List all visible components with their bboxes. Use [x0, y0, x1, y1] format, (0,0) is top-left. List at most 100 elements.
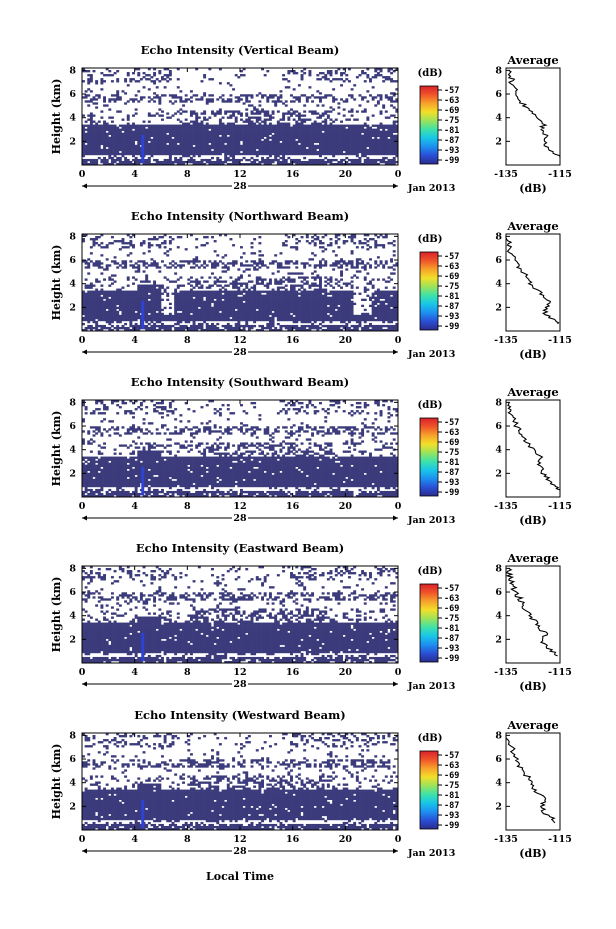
echo-cell [226, 322, 230, 326]
echo-cell [121, 90, 125, 93]
echo-cell [179, 302, 183, 306]
echo-cell [340, 132, 343, 135]
echo-cell [82, 300, 85, 304]
echo-cell [110, 314, 114, 318]
echo-cell [147, 286, 151, 289]
echo-cell [240, 124, 243, 127]
echo-cell [195, 306, 199, 310]
echo-cell [205, 158, 209, 162]
echo-cell [153, 100, 157, 103]
echo-cell [297, 158, 301, 162]
echo-cell [139, 244, 143, 247]
echo-cell [379, 126, 383, 129]
echo-cell [161, 128, 164, 131]
echo-cell [105, 140, 109, 144]
echo-cell [197, 290, 201, 293]
echo-cell [139, 132, 143, 135]
echo-cell [297, 296, 301, 299]
echo-cell [326, 136, 330, 140]
echo-cell [292, 132, 296, 135]
echo-cell [155, 290, 159, 293]
echo-cell [137, 150, 141, 154]
echo-cell [250, 94, 254, 97]
echo-cell [108, 302, 112, 306]
echo-cell [276, 318, 280, 322]
echo-cell [182, 308, 185, 312]
echo-cell [108, 292, 112, 295]
echo-cell [139, 284, 143, 287]
echo-cell [100, 266, 104, 269]
echo-cell [87, 258, 91, 261]
echo-cell [226, 298, 230, 301]
echo-cell [245, 98, 249, 101]
echo-cell [297, 276, 301, 279]
echo-cell [218, 140, 222, 144]
echo-cell [153, 328, 157, 332]
echo-cell [174, 142, 178, 146]
echo-cell [126, 130, 130, 133]
echo-cell [292, 278, 296, 281]
echo-cell [329, 106, 333, 109]
echo-cell [311, 296, 315, 299]
echo-cell [92, 146, 96, 150]
echo-cell [153, 150, 157, 154]
echo-cell [250, 242, 254, 245]
echo-cell [221, 304, 225, 308]
echo-cell [153, 312, 157, 316]
echo-cell [308, 286, 312, 289]
echo-cell [300, 162, 304, 166]
echo-cell [211, 94, 214, 97]
echo-cell [253, 146, 257, 150]
echo-cell [292, 124, 296, 127]
echo-cell [182, 122, 185, 125]
echo-cell [332, 100, 336, 103]
echo-cell [234, 100, 238, 103]
echo-cell [240, 264, 243, 267]
echo-cell [311, 252, 315, 255]
echo-cell [126, 312, 130, 316]
echo-cell [195, 136, 199, 140]
echo-cell [174, 132, 178, 135]
echo-cell [284, 162, 288, 166]
echo-cell [110, 294, 114, 297]
echo-cell [369, 132, 372, 135]
echo-cell [245, 148, 249, 152]
echo-cell [332, 98, 336, 101]
echo-cell [216, 302, 220, 306]
echo-cell [297, 134, 301, 138]
echo-cell [116, 326, 120, 330]
echo-cell [276, 158, 280, 162]
echo-cell [379, 136, 383, 140]
echo-cell [89, 100, 93, 103]
echo-cell [187, 150, 191, 154]
echo-cell [187, 130, 191, 133]
echo-cell [313, 276, 317, 279]
echo-cell [295, 308, 299, 312]
echo-cell [334, 152, 338, 156]
echo-cell [268, 128, 272, 131]
echo-cell [300, 306, 304, 310]
echo-cell [116, 300, 120, 304]
echo-cell [376, 130, 380, 133]
echo-cell [290, 160, 293, 164]
echo-cell [108, 140, 112, 144]
echo-cell [187, 320, 191, 324]
echo-cell [290, 146, 293, 150]
echo-cell [247, 128, 251, 131]
echo-cell [261, 296, 264, 299]
echo-cell [292, 320, 296, 324]
echo-cell [300, 152, 304, 156]
echo-cell [337, 134, 341, 138]
echo-cell [297, 138, 301, 142]
echo-cell [192, 122, 196, 125]
echo-cell [242, 310, 246, 314]
echo-cell [321, 76, 325, 79]
echo-cell [121, 124, 125, 127]
echo-cell [237, 276, 241, 279]
echo-cell [258, 278, 262, 281]
echo-cell [295, 242, 299, 245]
echo-cell [124, 308, 128, 312]
echo-cell [116, 130, 120, 133]
echo-cell [84, 328, 88, 332]
echo-cell [390, 134, 394, 138]
